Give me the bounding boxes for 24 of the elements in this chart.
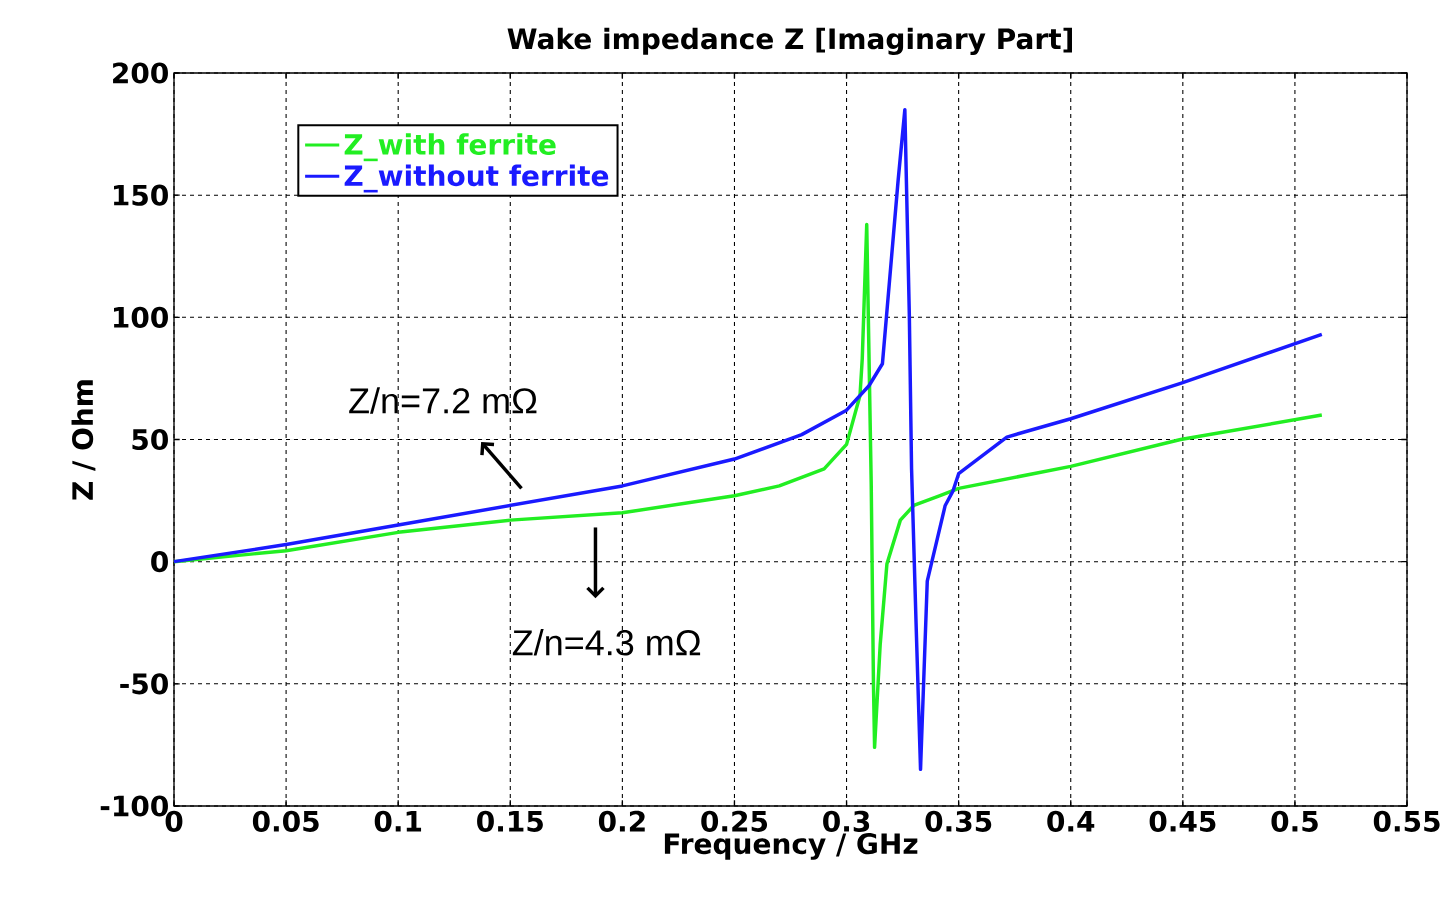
x-tick-label: 0.25 [701,810,768,832]
y-tick-label: 200 [113,62,168,84]
y-tick-label: 0 [151,551,168,573]
y-tick-label: 150 [114,184,168,206]
x-tick-label: 0.5 [1271,810,1318,832]
x-tick-label: 0.2 [598,810,645,832]
x-tick-label: 0.3 [823,810,870,832]
y-axis-title: Z / Ohm [71,380,96,500]
y-tick-label: 50 [132,428,168,451]
x-tick-label: 0.55 [1373,810,1440,832]
legend-label: Z_with ferrite [344,133,556,162]
x-tick-label: 0.15 [477,810,543,832]
x-tick-label: 0.35 [925,810,992,832]
y-tick-label: -50 [120,673,168,695]
x-axis-title: Frequency / GHz [664,833,918,860]
annotation: Z/n=4.3 mΩ [512,629,701,656]
x-tick-label: 0.05 [252,810,319,832]
x-tick-label: 0.45 [1149,810,1216,832]
y-tick-label: 100 [114,306,168,328]
annotation: Z/n=7.2 mΩ [349,387,537,414]
legend-label: Z_without ferrite [344,164,609,193]
chart-title: Wake impedance Z [Imaginary Part] [507,27,1072,55]
x-tick-label: 0.4 [1047,810,1095,832]
x-tick-label: 0.1 [374,810,422,832]
